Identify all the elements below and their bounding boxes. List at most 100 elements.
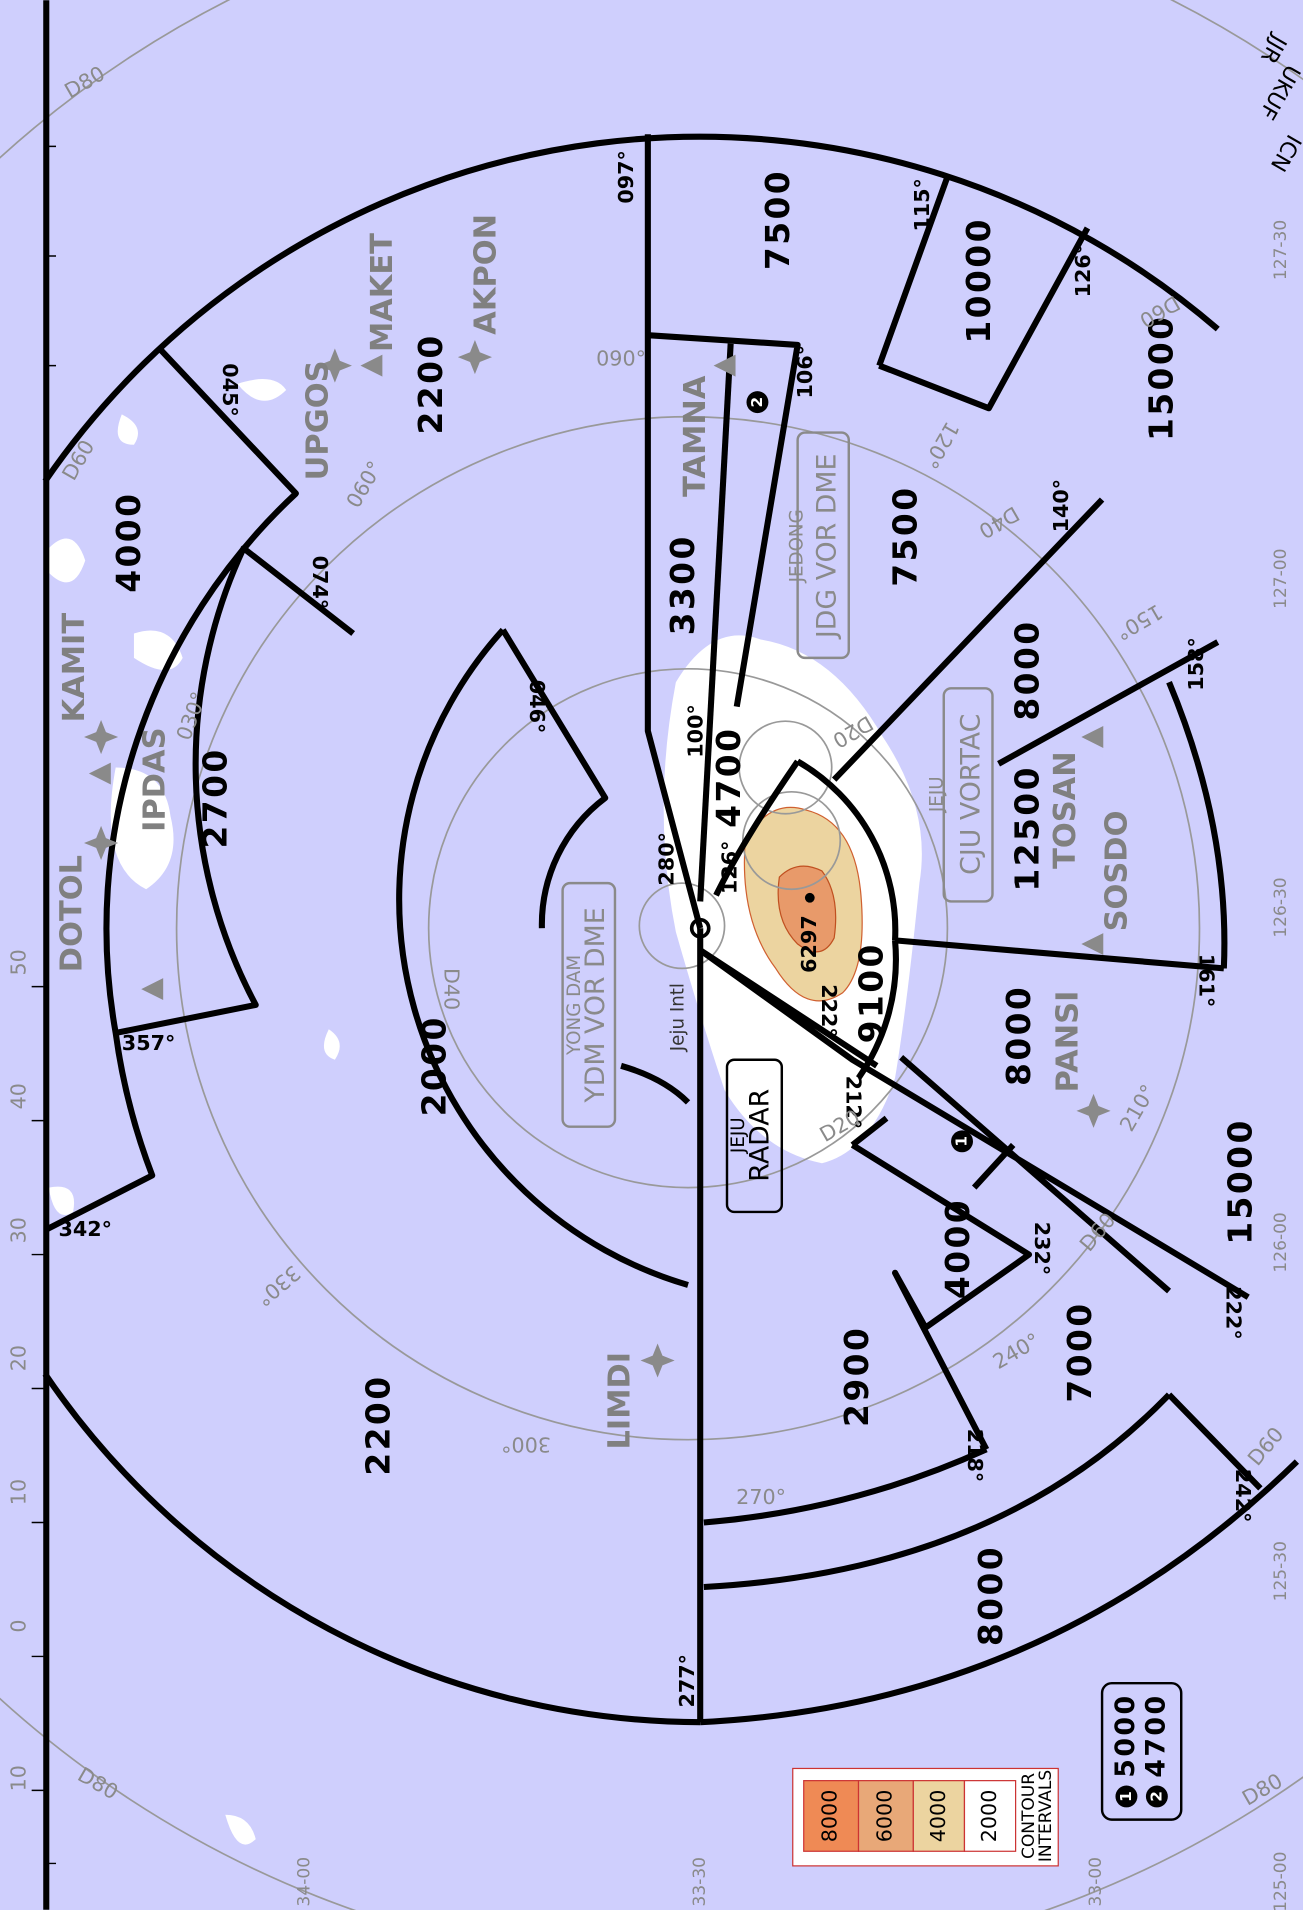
bearing: 161° [1195, 954, 1219, 1008]
fix-name: SOSDO [1099, 811, 1134, 932]
compass-label: 300° [501, 1432, 551, 1456]
fix-symbol [457, 340, 492, 375]
bearing: 045° [218, 363, 242, 417]
navaid-ident: JDG VOR DME [812, 454, 843, 640]
note-marker-number: 1 [953, 1136, 971, 1147]
fix-name: PANSI [1051, 991, 1086, 1093]
grid-label: 0 [6, 1619, 30, 1632]
note-marker-number: 2 [1147, 1791, 1165, 1802]
bearing: 277° [675, 1654, 699, 1708]
navaid-name: JEDONG [787, 509, 808, 583]
fix-symbol [713, 354, 736, 377]
navaid-name: YONG DAM [564, 955, 585, 1056]
grid-label: 127-30 [1271, 220, 1291, 280]
bearing: 046° [525, 680, 549, 734]
grid-label: 33-30 [690, 1857, 710, 1906]
grid-ticks [31, 145, 57, 1865]
bearing: 100° [684, 704, 708, 758]
fix-symbol [1081, 726, 1104, 748]
sector-altitude: 12500 [1008, 765, 1047, 892]
grid-label: 125-30 [1271, 1541, 1291, 1601]
bearing: 222° [1221, 1286, 1245, 1340]
fix-name: MAKET [365, 233, 400, 352]
sector-altitude: 8000 [971, 1545, 1010, 1646]
sector-altitude: 7000 [1060, 1301, 1099, 1402]
note-marker [746, 391, 769, 414]
fix-symbol [84, 825, 119, 861]
fix-name: LIMDI [603, 1352, 638, 1450]
fix-symbol [640, 1343, 675, 1378]
sector-altitude: 2000 [414, 1015, 453, 1116]
note-marker [1115, 1785, 1138, 1808]
grid-label: 126-00 [1271, 1212, 1291, 1272]
note-altitude: 5000 [1110, 1693, 1141, 1777]
sector-altitude: 9100 [852, 942, 891, 1043]
grid-label: 126-30 [1271, 877, 1291, 937]
bearing: 158° [1184, 637, 1208, 691]
airport-name: Jeju Intl [667, 983, 688, 1052]
sector-altitude: 7500 [758, 169, 797, 270]
fix-symbol [1081, 933, 1104, 955]
grid-label: 34-00 [294, 1857, 314, 1906]
note-marker-number: 2 [748, 397, 766, 408]
sector-altitude: 8000 [1008, 619, 1047, 720]
sector-altitude: 2200 [411, 333, 450, 434]
peak-symbol [804, 892, 815, 903]
bearing: 097° [614, 150, 638, 204]
grid-label: 33-00 [1086, 1857, 1106, 1906]
fix-name: DOTOL [55, 855, 90, 972]
bearing: 222° [817, 984, 841, 1038]
sector-altitude: 10000 [959, 217, 998, 344]
bearing: 074° [308, 556, 332, 610]
fix-symbol [84, 719, 119, 755]
bearing: 357° [122, 1031, 176, 1055]
legend-title: INTERVALS [1036, 1770, 1056, 1862]
bearing: 115° [910, 178, 934, 232]
legend-title: CONTOUR [1019, 1773, 1039, 1859]
fix-name: TOSAN [1048, 751, 1083, 869]
navaid-name: JEJU [728, 1117, 749, 1154]
sector-altitude: 3300 [663, 534, 702, 635]
sector-altitude: 15000 [1221, 1118, 1260, 1245]
sector-altitude: 4000 [109, 492, 148, 593]
fix-symbol [317, 348, 352, 383]
fix-symbol [141, 978, 164, 1001]
sector-boundaries [42, 133, 1300, 1726]
note-altitude: 4700 [1140, 1693, 1171, 1777]
sector-altitude: 7500 [886, 485, 925, 586]
grid-label: 10 [6, 1765, 30, 1791]
bearing: 342° [58, 1217, 112, 1241]
navaid-boxes [561, 431, 994, 1214]
compass-label: 090° [596, 347, 646, 371]
sector-altitude: 4000 [938, 1198, 977, 1299]
fix-name: IPDAS [137, 727, 172, 831]
navaid-ident: RADAR [745, 1089, 776, 1182]
navaid-name: JEJU [927, 776, 948, 813]
grid-label: 125-00 [1271, 1852, 1291, 1910]
grid-label: 20 [6, 1345, 30, 1371]
grid-label: 50 [6, 949, 30, 975]
bearing: 126° [718, 841, 742, 895]
fix-symbol [88, 762, 111, 785]
airport-symbol [689, 917, 711, 939]
note-marker [1145, 1785, 1168, 1808]
grid-label: 127-00 [1271, 549, 1291, 609]
grid-label: 30 [6, 1217, 30, 1243]
note-marker-number: 1 [1117, 1791, 1135, 1802]
fix-name: UPGOS [301, 360, 336, 480]
legend-level: 4000 [926, 1790, 950, 1843]
grid-label: 40 [6, 1083, 30, 1109]
fix-symbol [360, 354, 383, 377]
sector-altitude: 4700 [709, 727, 748, 828]
sector-altitude: 2700 [195, 747, 234, 848]
elevation: 6297 [797, 915, 821, 973]
sector-altitude: 8000 [999, 985, 1038, 1086]
legend-level: 6000 [872, 1790, 896, 1843]
sector-altitude: 2900 [837, 1326, 876, 1427]
legend-box [792, 1767, 1059, 1867]
sector-altitude: 15000 [1141, 315, 1180, 442]
fix-name: AKPON [469, 214, 504, 335]
fix-symbol [1076, 1093, 1111, 1128]
navaid-ident: YDM VOR DME [580, 907, 611, 1103]
